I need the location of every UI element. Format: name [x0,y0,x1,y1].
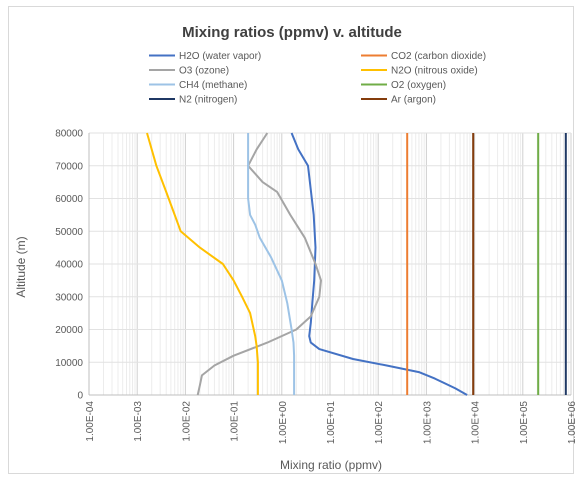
y-tick-label: 30000 [55,292,83,303]
x-tick-label: 1.00E+04 [471,401,482,445]
gridlines [88,132,572,396]
chart-frame: Mixing ratios (ppmv) v. altitude H2O (wa… [8,6,575,474]
series-line-n2o [146,132,259,395]
x-tick-label: 1.00E+03 [422,401,433,445]
y-tick-label: 80000 [55,129,83,140]
axes [88,133,571,396]
x-tick-labels: 1.00E-04 1.00E-03 1.00E-02 1.00E-01 1.00E+00… [85,401,575,445]
legend-label-n2: N2 (nitrogen) [179,95,237,106]
y-tick-label: 70000 [55,161,83,172]
y-tick-label: 60000 [55,194,83,205]
legend-label-n2o: N2O (nitrous oxide) [391,66,478,77]
legend-label-ar: Ar (argon) [391,95,436,106]
x-axis-label: Mixing ratio (ppmv) [280,458,382,472]
legend-label-o3: O3 (ozone) [179,66,229,77]
x-tick-label: 1.00E+02 [374,401,385,445]
x-tick-label: 1.00E+06 [567,401,575,445]
legend: H2O (water vapor) CO2 (carbon dioxide) O3 … [149,51,486,106]
series-line-o3 [196,132,322,396]
mixing-ratio-chart: Mixing ratios (ppmv) v. altitude H2O (wa… [14,24,575,472]
chart-title: Mixing ratios (ppmv) v. altitude [182,24,402,41]
y-tick-label: 40000 [55,260,83,271]
series-line-ch4 [247,133,296,395]
legend-label-ch4: CH4 (methane) [179,80,247,91]
y-tick-labels: 0 10000 20000 30000 40000 50000 60000 70000 8000… [55,129,83,402]
legend-label-o2: O2 (oxygen) [391,80,446,91]
y-tick-label: 20000 [55,325,83,336]
y-axis-label: Altitude (m) [14,236,28,297]
x-tick-label: 1.00E-04 [85,401,96,442]
series-line-h2o [290,132,468,396]
x-tick-label: 1.00E-02 [181,401,192,442]
y-tick-label: 0 [77,391,83,402]
x-tick-label: 1.00E-03 [133,401,144,442]
x-tick-label: 1.00E+00 [278,401,289,445]
x-tick-label: 1.00E+05 [519,401,530,445]
series-lines [146,132,567,396]
y-tick-label: 10000 [55,358,83,369]
x-tick-label: 1.00E+01 [326,401,337,445]
x-tick-label: 1.00E-01 [230,401,241,442]
legend-label-co2: CO2 (carbon dioxide) [391,51,486,62]
y-tick-label: 50000 [55,227,83,238]
legend-label-h2o: H2O (water vapor) [179,51,261,62]
